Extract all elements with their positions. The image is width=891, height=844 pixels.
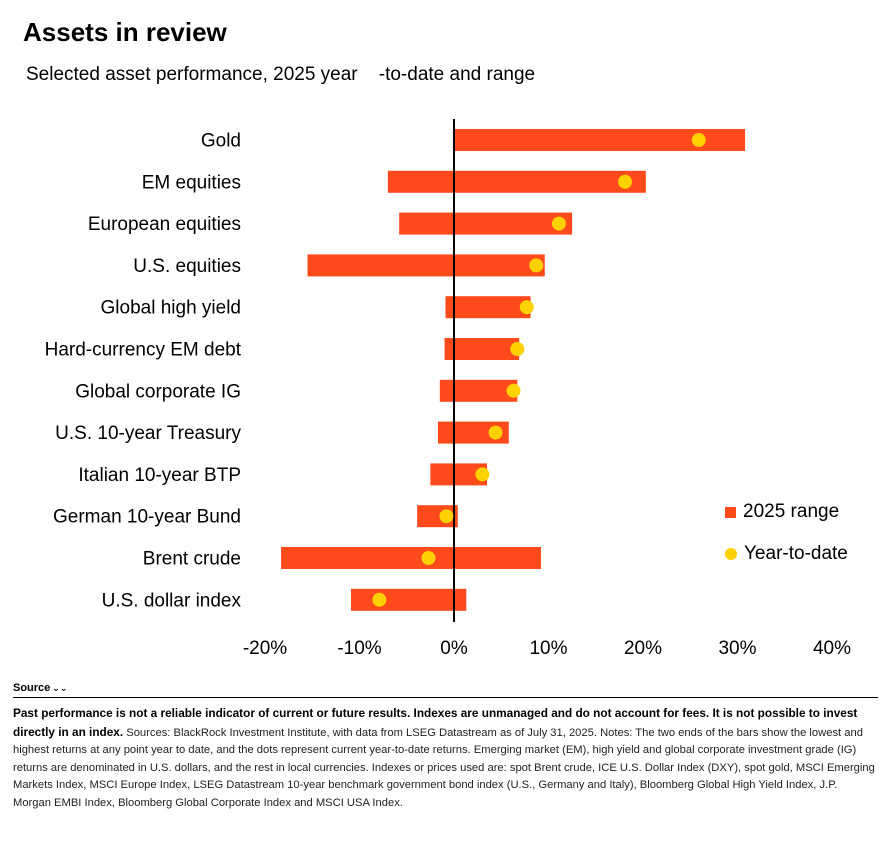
range-bar (454, 129, 746, 151)
range-swatch (725, 506, 736, 518)
ytd-swatch (725, 548, 737, 560)
ytd-dot (421, 551, 436, 565)
ytd-dot (529, 258, 544, 273)
ytd-dot (510, 342, 525, 356)
category-label: U.S. dollar index (102, 590, 242, 611)
divider (13, 697, 878, 698)
ytd-dot (618, 174, 633, 189)
ytd-dot (488, 425, 503, 440)
category-label: U.S. 10-year Treasury (55, 423, 241, 444)
category-label: U.S. equities (133, 256, 241, 277)
x-tick-label: -10% (337, 638, 381, 659)
range-bar (439, 379, 518, 402)
ytd-dot (519, 300, 534, 315)
x-tick-label: 20% (624, 638, 662, 659)
legend-item-ytd: Year-to-date (725, 543, 848, 565)
category-label: European equities (88, 214, 241, 235)
legend-ytd-label: Year-to-date (744, 543, 848, 564)
x-tick-label: 40% (813, 638, 851, 659)
ytd-dot (551, 216, 566, 231)
range-bar (430, 463, 488, 486)
range-bar (399, 212, 573, 235)
range-bar (281, 547, 541, 569)
category-label: Italian 10-year BTP (78, 465, 241, 486)
ytd-dot (439, 509, 454, 524)
x-tick-label: 30% (718, 638, 756, 659)
ytd-dot (372, 592, 387, 607)
chevron-down-icon: ⌄⌄ (52, 683, 68, 693)
page-title: Assets in review (23, 17, 227, 47)
range-bar (350, 588, 467, 611)
chart-subtitle: Selected asset performance, 2025 year -t… (26, 64, 536, 85)
range-bar (387, 170, 646, 193)
ytd-dot (691, 133, 706, 147)
disclaimer: Past performance is not a reliable indic… (13, 706, 858, 739)
category-label: Brent crude (143, 549, 241, 570)
x-tick-label: -20% (243, 638, 287, 659)
category-label: EM equities (142, 172, 241, 193)
source-toggle[interactable]: Source ⌄⌄ (13, 682, 67, 694)
category-label: Global corporate IG (75, 381, 241, 402)
x-tick-label: 10% (529, 638, 567, 659)
category-label: Gold (201, 131, 241, 152)
category-label: German 10-year Bund (53, 507, 241, 528)
range-bar (445, 296, 531, 319)
range-chart: Gold EM equities European equities U.S. equ… (45, 119, 851, 659)
category-label: Hard-currency EM debt (45, 340, 242, 361)
range-bar (444, 338, 520, 360)
legend-item-range: 2025 range (725, 501, 839, 523)
source-notes: Sources: BlackRock Investment Institute,… (13, 726, 875, 809)
range-bar (437, 421, 509, 444)
ytd-dot (506, 383, 521, 398)
footnote: Past performance is not a reliable indic… (13, 705, 875, 813)
range-bar (307, 254, 545, 277)
legend-range-label: 2025 range (743, 501, 840, 522)
source-toggle-label: Source (13, 682, 51, 694)
ytd-dot (475, 467, 490, 482)
category-label: Global high yield (101, 298, 241, 319)
x-tick-label: 0% (440, 638, 468, 659)
